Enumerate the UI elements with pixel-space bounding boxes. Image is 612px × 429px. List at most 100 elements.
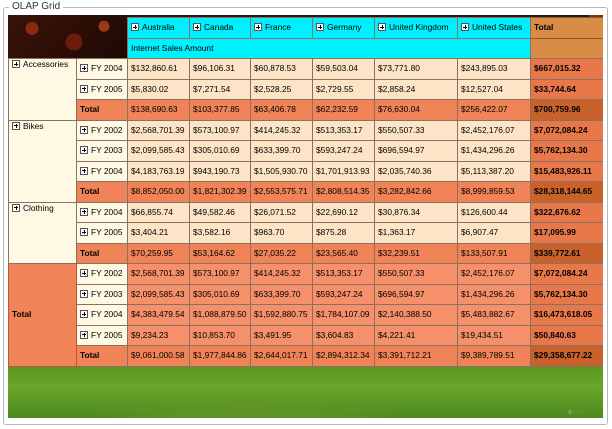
expand-icon[interactable] <box>80 125 88 134</box>
value-cell: $96,106.31 <box>189 58 251 80</box>
subtotal-total-cell: $29,358,677.22 <box>530 345 603 367</box>
expand-icon[interactable] <box>80 310 88 319</box>
year-header[interactable]: FY 2005 <box>76 78 128 100</box>
subtotal-cell: $1,821,302.39 <box>189 181 251 203</box>
value-cell: $3,582.16 <box>189 222 251 244</box>
subtotal-cell: $2,644,017.71 <box>250 345 313 367</box>
column-header-germany[interactable]: Germany <box>312 17 375 39</box>
row-group-header[interactable]: Total <box>8 263 77 367</box>
value-cell: $1,701,913.93 <box>312 160 375 182</box>
year-header[interactable]: FY 2003 <box>76 283 128 305</box>
background-photo: Australia Canada France Germany United K… <box>8 15 603 418</box>
value-cell: $875.28 <box>312 222 375 244</box>
expand-icon[interactable] <box>80 228 88 237</box>
data-row: Total FY 2002 $2,568,701.39 $573,100.97 $414… <box>8 263 603 367</box>
data-row: Bikes FY 2002 $2,568,701.39 $573,100.97 $414… <box>8 119 603 203</box>
year-header[interactable]: FY 2003 <box>76 140 128 162</box>
year-label: FY 2004 <box>91 165 123 176</box>
value-cell: $6,907.47 <box>457 222 531 244</box>
expand-icon[interactable] <box>80 289 88 298</box>
value-cell: $573,100.97 <box>189 119 251 141</box>
data-row: FY 2005 $5,830.02 $7,271.54 $2,528.25 $2,729… <box>9 78 603 100</box>
subtotal-cell: $2,894,312.34 <box>312 345 375 367</box>
subtotal-cell: $70,259.95 <box>127 242 190 264</box>
olap-grid: Australia Canada France Germany United K… <box>8 17 603 367</box>
year-header[interactable]: FY 2004 <box>76 201 128 223</box>
column-header-label: France <box>265 22 292 33</box>
value-cell: $2,140,388.50 <box>374 304 458 326</box>
column-header-australia[interactable]: Australia <box>127 17 190 39</box>
corner-blank <box>9 38 128 59</box>
expand-icon[interactable] <box>193 23 201 32</box>
column-header-united-states[interactable]: United States <box>457 17 531 39</box>
subtotal-cell: $256,422.07 <box>457 99 531 121</box>
value-cell: $1,434,296.26 <box>457 140 531 162</box>
expand-icon[interactable] <box>12 121 20 130</box>
expand-icon[interactable] <box>316 23 324 32</box>
column-header-canada[interactable]: Canada <box>189 17 251 39</box>
row-group-header[interactable]: Bikes <box>8 119 77 203</box>
expand-icon[interactable] <box>254 23 262 32</box>
year-header[interactable]: FY 2002 <box>76 119 128 141</box>
expand-icon[interactable] <box>80 146 88 155</box>
value-cell: $12,527.04 <box>457 78 531 100</box>
column-header-row: Australia Canada France Germany United K… <box>9 17 603 39</box>
value-cell: $9,234.23 <box>127 324 190 346</box>
year-header[interactable]: FY 2002 <box>76 263 128 285</box>
data-row: FY 2005 $3,404.21 $3,582.16 $963.70 $875.28 $… <box>9 222 603 244</box>
year-label: FY 2005 <box>91 329 123 340</box>
value-cell: $550,507.33 <box>374 119 458 141</box>
value-cell: $550,507.33 <box>374 263 458 285</box>
row-total-cell: $7,072,084.24 <box>530 263 603 285</box>
row-group-header[interactable]: Accessories <box>8 58 77 121</box>
year-header[interactable]: FY 2004 <box>76 58 128 80</box>
year-header[interactable]: FY 2005 <box>76 222 128 244</box>
subtotal-cell: $3,391,712.21 <box>374 345 458 367</box>
expand-icon[interactable] <box>80 84 88 93</box>
value-cell: $243,895.03 <box>457 58 531 80</box>
expand-icon[interactable] <box>378 23 386 32</box>
expand-icon[interactable] <box>80 207 88 216</box>
year-label: FY 2003 <box>91 288 123 299</box>
expand-icon[interactable] <box>131 23 139 32</box>
expand-icon[interactable] <box>80 330 88 339</box>
value-cell: $3,604.83 <box>312 324 375 346</box>
olap-grid-panel <box>3 7 608 425</box>
expand-icon[interactable] <box>12 203 20 212</box>
expand-icon[interactable] <box>80 269 88 278</box>
value-cell: $49,582.46 <box>189 201 251 223</box>
year-header[interactable]: FY 2004 <box>76 304 128 326</box>
expand-icon[interactable] <box>461 23 469 32</box>
value-cell: $19,434.51 <box>457 324 531 346</box>
subtotal-cell: $8,999,859.53 <box>457 181 531 203</box>
value-cell: $414,245.32 <box>250 119 313 141</box>
subtotal-cell: $9,061,000.58 <box>127 345 190 367</box>
row-total-cell: $667,015.32 <box>530 58 603 80</box>
data-row: Clothing FY 2004 $66,855.74 $49,582.46 $26,0… <box>8 201 603 264</box>
subtotal-label: Total <box>76 242 128 264</box>
value-cell: $513,353.17 <box>312 263 375 285</box>
column-header-label: Australia <box>142 22 175 33</box>
row-group-header[interactable]: Clothing <box>8 201 77 264</box>
measure-header-total <box>530 37 603 59</box>
subtotal-cell: $76,630.04 <box>374 99 458 121</box>
data-row: FY 2004 $4,183,763.19 $943,190.73 $1,505,93… <box>9 160 603 182</box>
row-total-cell: $16,473,618.05 <box>530 304 603 326</box>
year-header[interactable]: FY 2004 <box>76 160 128 182</box>
value-cell: $1,363.17 <box>374 222 458 244</box>
year-label: FY 2002 <box>91 124 123 135</box>
subtotal-cell: $8,852,050.00 <box>127 181 190 203</box>
subtotal-cell: $133,507.91 <box>457 242 531 264</box>
subtotal-cell: $63,406.78 <box>250 99 313 121</box>
subtotal-total-cell: $339,772.61 <box>530 242 603 264</box>
column-header-france[interactable]: France <box>250 17 313 39</box>
row-total-cell: $7,072,084.24 <box>530 119 603 141</box>
measure-header: Internet Sales Amount <box>127 37 531 59</box>
expand-icon[interactable] <box>80 166 88 175</box>
expand-icon[interactable] <box>80 64 88 73</box>
value-cell: $26,071.52 <box>250 201 313 223</box>
column-header-united-kingdom[interactable]: United Kingdom <box>374 17 458 39</box>
expand-icon[interactable] <box>12 60 20 68</box>
year-header[interactable]: FY 2005 <box>76 324 128 346</box>
subtotal-cell: $23,565.40 <box>312 242 375 264</box>
